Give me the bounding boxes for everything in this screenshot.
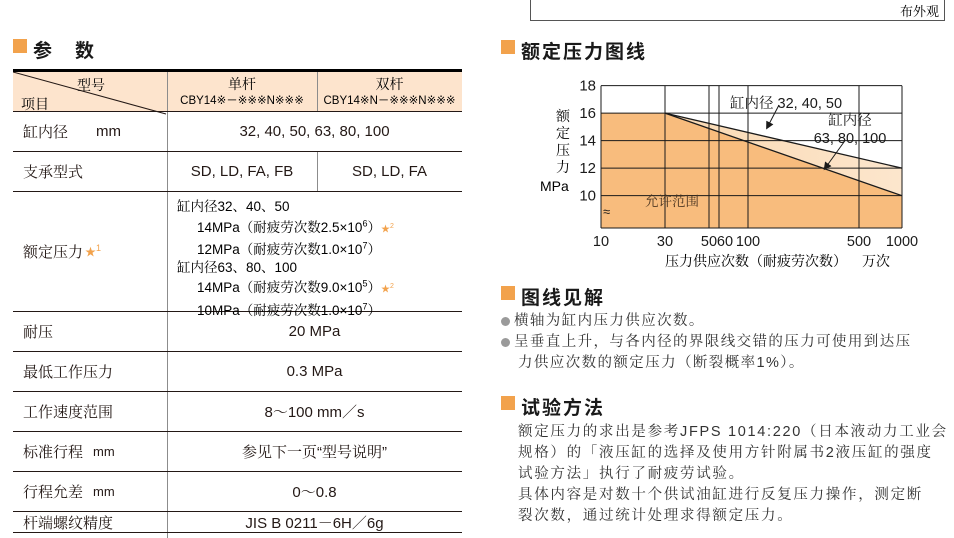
svg-text:100: 100 [736, 234, 760, 250]
svg-text:60: 60 [717, 234, 733, 250]
svg-text:50: 50 [701, 234, 717, 250]
svg-text:500: 500 [847, 234, 871, 250]
svg-text:≈: ≈ [603, 204, 610, 219]
svg-text:16: 16 [579, 105, 596, 122]
svg-text:10: 10 [579, 188, 596, 205]
svg-text:14: 14 [579, 133, 596, 150]
svg-text:18: 18 [579, 78, 596, 95]
svg-text:12: 12 [579, 160, 596, 177]
svg-text:30: 30 [657, 234, 673, 250]
svg-text:10: 10 [593, 234, 609, 250]
svg-text:1000: 1000 [886, 234, 918, 250]
